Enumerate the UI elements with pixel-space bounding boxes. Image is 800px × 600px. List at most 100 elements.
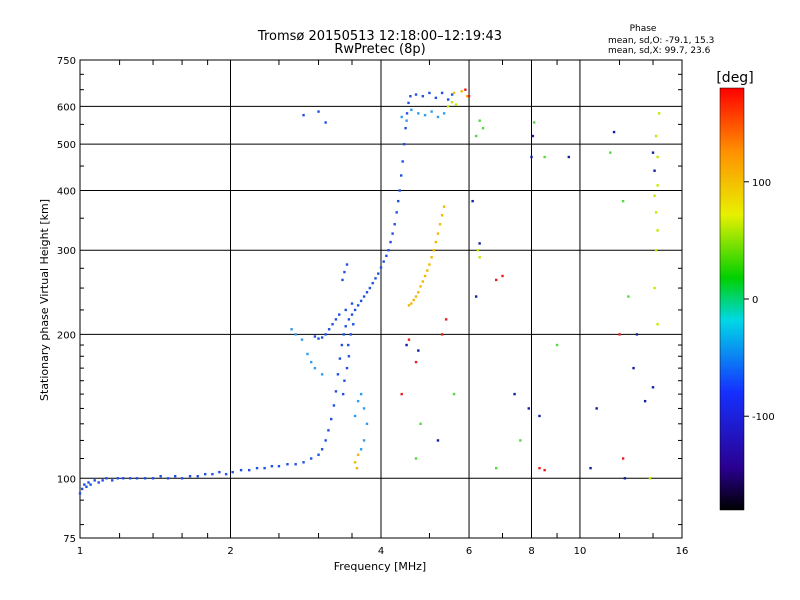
x-tick-label: 8 [528, 546, 534, 557]
data-point-x [656, 229, 659, 232]
data-point-o [442, 112, 446, 115]
data-point-x [478, 256, 481, 259]
data-points [78, 88, 661, 495]
data-point-o [350, 313, 354, 316]
data-point-o [331, 323, 334, 326]
data-point-o [159, 475, 162, 478]
colorbar: [deg] 100 0 -100 [716, 70, 775, 511]
data-point-x [412, 298, 415, 302]
data-point-o [389, 240, 392, 244]
data-point-o [309, 360, 313, 364]
data-point-scattered [651, 386, 655, 389]
data-point-o [166, 477, 170, 480]
data-point-o [397, 199, 400, 203]
data-point-o [343, 379, 346, 382]
colorbar-ticks: 100 0 -100 [744, 178, 775, 423]
data-point-o [423, 113, 427, 117]
data-point-o [350, 302, 354, 305]
data-point-o [87, 481, 90, 484]
data-point-o [239, 468, 243, 472]
data-point-o [180, 477, 184, 480]
data-point-x [656, 184, 659, 187]
data-point-x [410, 302, 413, 305]
data-point-o [196, 475, 199, 478]
data-point-x [476, 249, 480, 252]
x-tick-label: 6 [466, 546, 472, 557]
data-point-o [231, 470, 234, 474]
data-point-o [128, 477, 132, 480]
data-point-o [353, 308, 357, 312]
data-point-o [300, 338, 304, 341]
data-point-x [414, 295, 418, 298]
data-point-o [430, 110, 433, 113]
data-point-x [653, 194, 656, 197]
data-point-o [356, 304, 360, 307]
data-point-o [340, 343, 344, 347]
data-point-scattered [643, 399, 647, 403]
data-point-o [332, 404, 336, 407]
data-point-o [294, 333, 297, 336]
data-point-o [374, 277, 377, 280]
data-point-x [478, 119, 481, 122]
data-point-scattered [543, 468, 546, 472]
data-point-x [621, 199, 625, 203]
data-point-scattered [632, 366, 635, 370]
data-point-o [320, 373, 324, 376]
data-point-o [80, 487, 84, 491]
data-point-x [466, 94, 469, 98]
data-point-o [334, 390, 338, 393]
colorbar-tick-label: 100 [752, 178, 771, 189]
data-point-o [111, 479, 114, 482]
data-point-scattered [538, 414, 541, 418]
data-point-scattered [651, 151, 655, 154]
data-point-o [317, 110, 320, 113]
data-point-o [362, 439, 366, 442]
data-point-x [648, 477, 652, 480]
data-point-o [211, 472, 214, 476]
data-point-o [393, 223, 396, 226]
data-point-o [362, 295, 366, 298]
data-point-scattered [407, 338, 411, 341]
data-point-x [495, 466, 498, 470]
data-point-x [656, 155, 659, 159]
y-axis-ticks: 75 100 200 300 400 500 600 750 [57, 56, 682, 545]
data-point-o [352, 323, 355, 326]
data-point-o [440, 91, 444, 95]
data-point-o [294, 463, 297, 466]
data-point-o [101, 479, 104, 482]
data-point-o [334, 318, 338, 321]
data-point-o [428, 91, 431, 95]
data-point-o [401, 160, 404, 163]
data-point-x [423, 274, 427, 278]
data-point-scattered [621, 457, 625, 460]
data-point-scattered [538, 466, 541, 470]
data-point-o [313, 366, 317, 370]
x-tick-label: 16 [676, 546, 689, 557]
data-point-x [432, 249, 435, 252]
data-point-o [336, 373, 340, 376]
data-point-x [417, 291, 420, 294]
data-point-x [627, 295, 630, 298]
data-point-o [83, 483, 86, 486]
data-point-x [446, 105, 450, 108]
data-point-o [359, 299, 363, 303]
data-point-o [344, 325, 347, 328]
data-point-o [343, 270, 346, 274]
data-point-scattered [478, 242, 481, 245]
data-point-x [555, 343, 559, 347]
data-point-o [121, 477, 125, 480]
data-point-o [320, 336, 324, 339]
data-point-x [454, 103, 458, 106]
data-point-o [368, 286, 372, 290]
data-point-o [302, 461, 305, 464]
data-point-o [345, 263, 349, 266]
y-tick-label: 400 [57, 186, 76, 197]
chart-subtitle: RwPretec (8p) [334, 42, 425, 57]
y-tick-label: 100 [57, 474, 76, 485]
data-point-o [270, 464, 274, 468]
data-point-o [409, 94, 412, 98]
data-point-x [414, 457, 418, 460]
data-point-o [93, 479, 96, 482]
data-point-o [400, 115, 403, 119]
data-point-x [436, 232, 440, 235]
